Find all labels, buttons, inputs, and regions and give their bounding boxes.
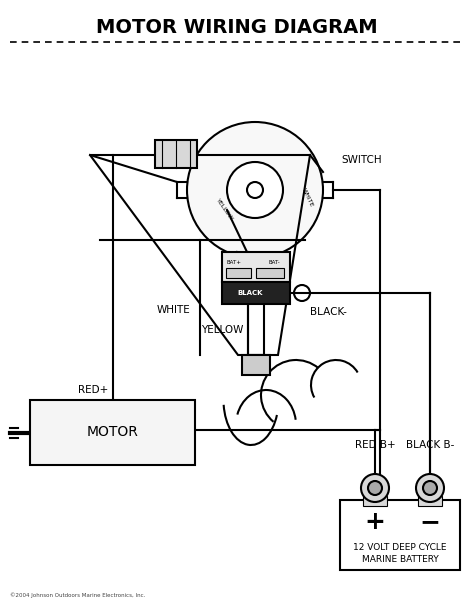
Text: BLACK: BLACK [237, 290, 263, 296]
FancyBboxPatch shape [30, 400, 195, 465]
Text: BAT+: BAT+ [227, 260, 241, 264]
FancyBboxPatch shape [340, 500, 460, 570]
Text: SWITCH: SWITCH [341, 155, 382, 165]
FancyBboxPatch shape [363, 496, 387, 506]
FancyBboxPatch shape [226, 268, 251, 278]
Text: MOTOR WIRING DIAGRAM: MOTOR WIRING DIAGRAM [96, 18, 378, 37]
Text: WHITE: WHITE [301, 188, 314, 209]
Text: +: + [365, 510, 385, 534]
Text: BLACK B-: BLACK B- [406, 440, 454, 450]
Circle shape [294, 285, 310, 301]
Text: ©2004 Johnson Outdoors Marine Electronics, Inc.: ©2004 Johnson Outdoors Marine Electronic… [10, 592, 146, 598]
Circle shape [423, 481, 437, 495]
Circle shape [227, 162, 283, 218]
FancyBboxPatch shape [155, 140, 197, 168]
Circle shape [368, 481, 382, 495]
Text: YELLOW: YELLOW [201, 325, 243, 335]
Text: 12 VOLT DEEP CYCLE: 12 VOLT DEEP CYCLE [353, 544, 447, 553]
Circle shape [361, 474, 389, 502]
Text: MOTOR: MOTOR [87, 426, 138, 440]
Text: MARINE BATTERY: MARINE BATTERY [362, 556, 438, 564]
Circle shape [187, 122, 323, 258]
Text: BAT-: BAT- [268, 260, 280, 264]
FancyBboxPatch shape [222, 252, 290, 282]
FancyBboxPatch shape [256, 268, 284, 278]
FancyBboxPatch shape [242, 355, 270, 375]
Circle shape [247, 182, 263, 198]
Text: YELLOW: YELLOW [216, 198, 235, 222]
Text: RED+: RED+ [78, 385, 108, 395]
Text: RED B+: RED B+ [355, 440, 395, 450]
FancyBboxPatch shape [222, 282, 290, 304]
FancyBboxPatch shape [418, 496, 442, 506]
Text: BLACK-: BLACK- [310, 307, 347, 317]
Circle shape [416, 474, 444, 502]
Text: WHITE: WHITE [156, 305, 190, 315]
Text: −: − [419, 510, 440, 534]
